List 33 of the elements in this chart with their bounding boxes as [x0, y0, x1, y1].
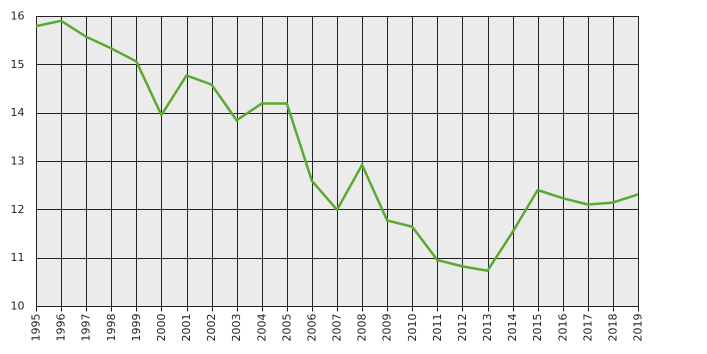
y-tick-label: 10 — [10, 300, 24, 312]
x-tick-label: 2019 — [632, 314, 644, 342]
y-tick-label: 13 — [10, 154, 24, 168]
x-tick-label: 2005 — [280, 314, 294, 342]
y-tick-label: 12 — [10, 202, 24, 216]
x-tick-label: 2011 — [430, 314, 444, 342]
line-series — [34, 20, 640, 272]
x-tick-label: 1997 — [80, 314, 93, 342]
x-tick-label: 2015 — [531, 314, 544, 342]
x-tick-label: 1995 — [30, 314, 42, 342]
x-tick-label: 2018 — [606, 314, 620, 342]
x-tick-label: 2001 — [180, 314, 193, 342]
x-tick-label: 2008 — [356, 314, 369, 342]
y-tick-label: 16 — [10, 10, 24, 22]
x-tick-label: 1999 — [130, 314, 143, 342]
x-tick-label: 2007 — [330, 314, 344, 342]
x-tick-label: 2004 — [255, 314, 268, 342]
y-tick-label: 15 — [10, 58, 24, 71]
x-tick-label: 1996 — [54, 314, 68, 342]
x-tick-label: 2014 — [506, 314, 520, 342]
x-tick-label: 2016 — [556, 314, 570, 342]
x-tick-label: 2009 — [380, 314, 394, 342]
x-tick-label: 2003 — [230, 314, 244, 342]
x-tick-label: 2006 — [305, 314, 318, 342]
x-tick-label: 2000 — [154, 314, 168, 342]
x-tick-label: 2012 — [456, 314, 469, 342]
y-tick-label: 11 — [10, 251, 24, 264]
y-tick-label: 14 — [10, 106, 24, 120]
x-tick-label: 2013 — [481, 314, 494, 342]
x-tick-label: 2002 — [205, 314, 218, 342]
x-tick-label: 1998 — [104, 314, 118, 342]
x-tick-label: 2010 — [406, 314, 419, 342]
x-tick-label: 2017 — [581, 314, 594, 342]
